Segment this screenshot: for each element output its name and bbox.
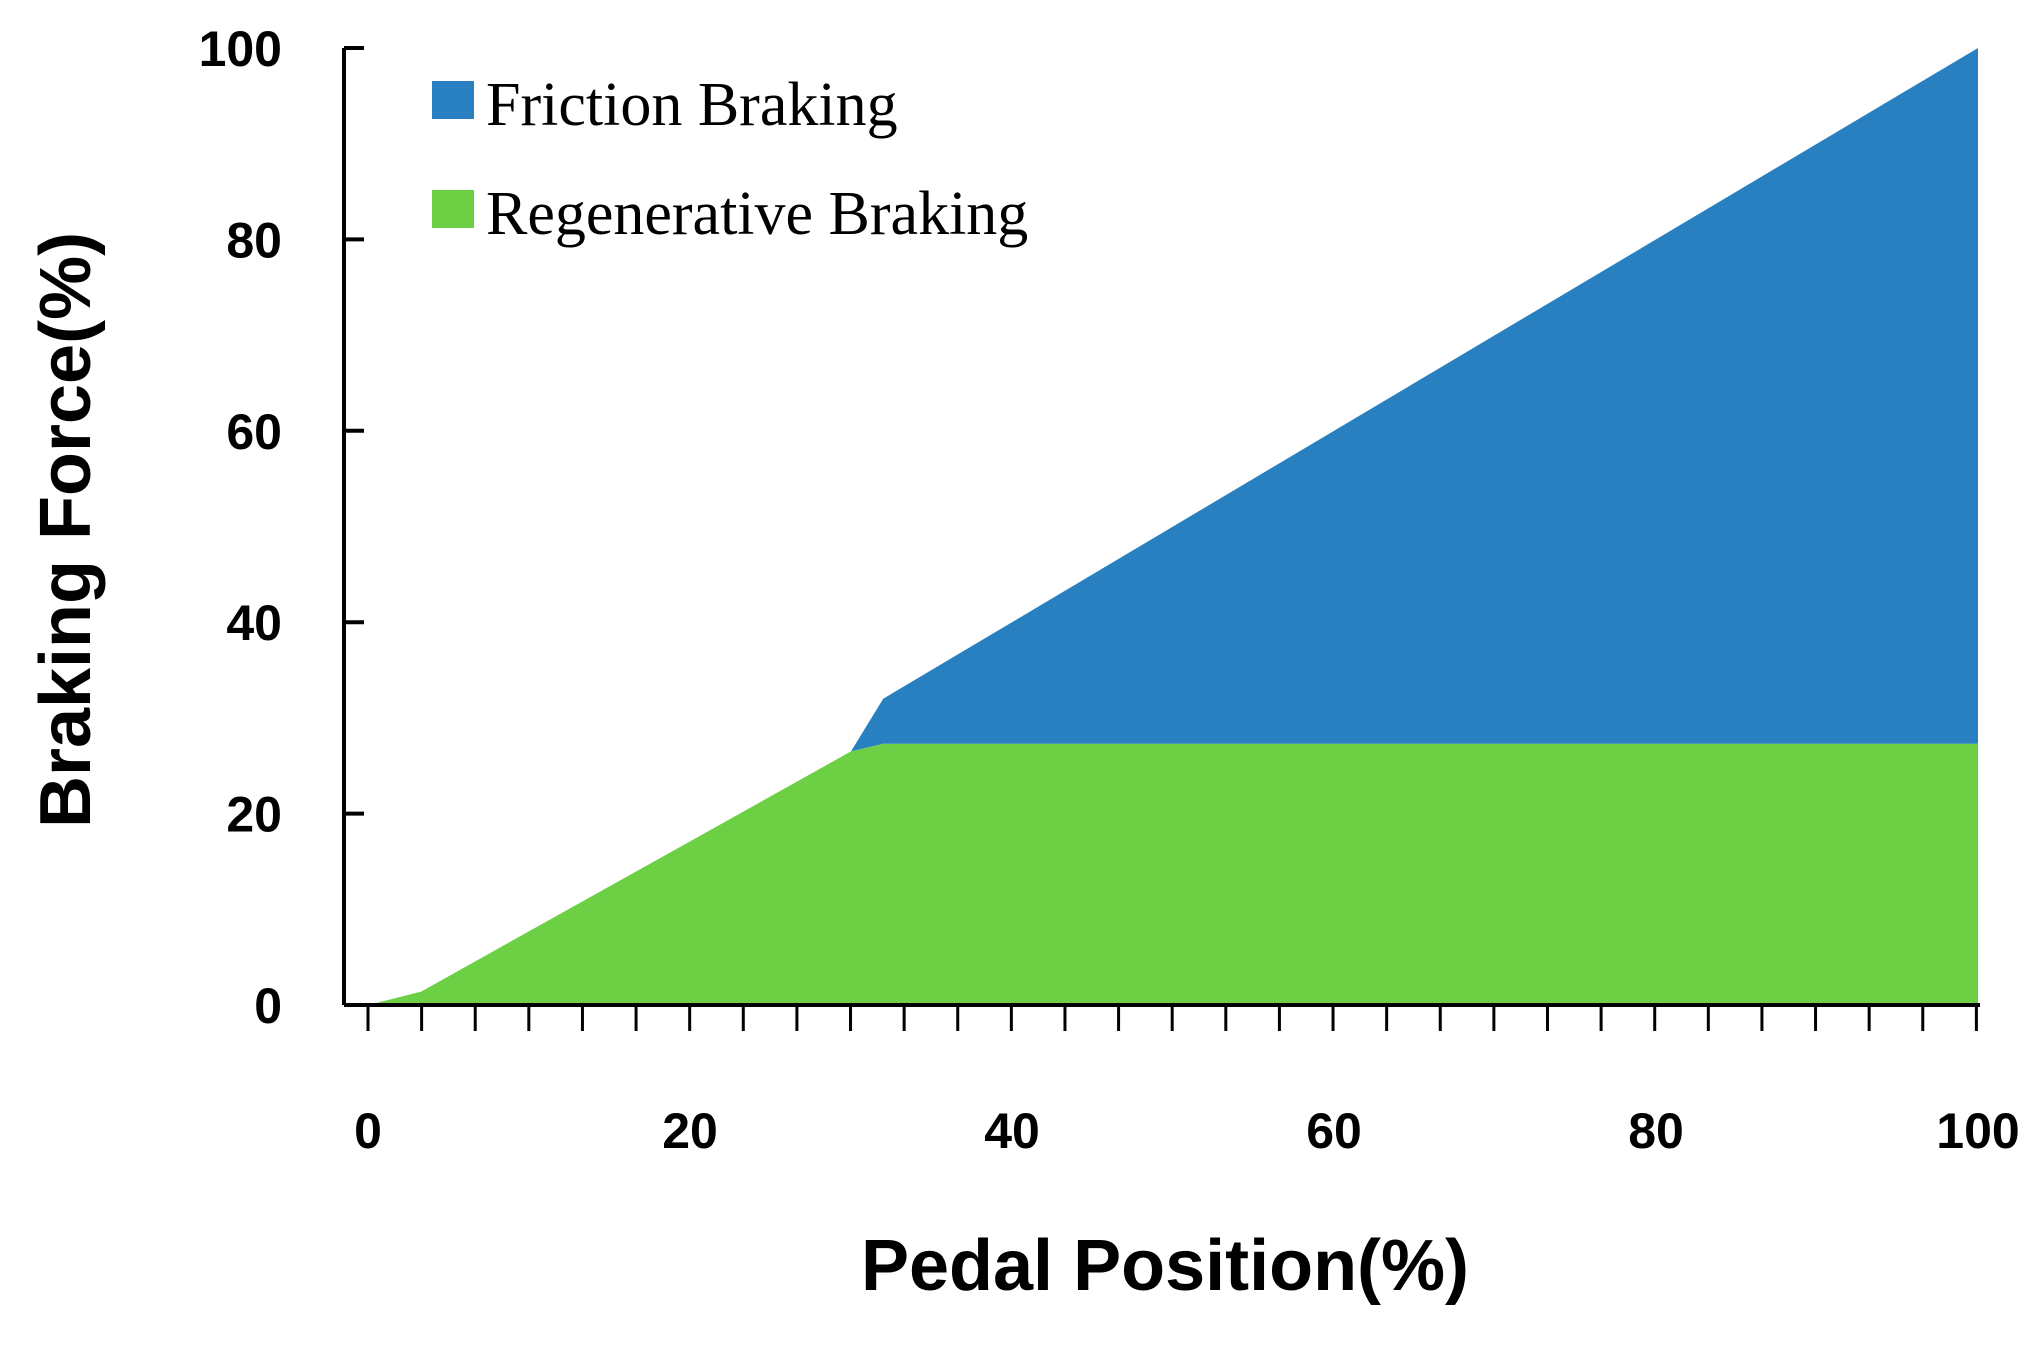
area-regenerative-braking [368,743,1978,1005]
legend-label: Friction Braking [486,71,898,139]
legend-item: Friction Braking [432,71,898,139]
x-tick-label: 60 [1306,1103,1362,1159]
x-axis-title: Pedal Position(%) [861,1226,1469,1306]
y-tick-label: 80 [226,212,282,268]
x-tick-label: 80 [1628,1103,1684,1159]
x-tick-label: 40 [984,1103,1040,1159]
y-tick-label: 0 [254,978,282,1034]
y-tick-label: 100 [199,21,282,77]
y-axis-title: Braking Force(%) [26,232,106,828]
tick-layer: 0 20 40 60 80 100 0 20 40 60 80 100 [199,21,2020,1159]
legend: Friction Braking Regenerative Braking [432,71,1028,248]
y-tick-label: 20 [226,787,282,843]
legend-item: Regenerative Braking [432,180,1028,248]
area-layer [368,48,1978,1005]
x-tick-label: 100 [1936,1103,2019,1159]
legend-label: Regenerative Braking [486,180,1028,248]
x-tick-label: 0 [354,1103,382,1159]
legend-swatch [432,81,474,119]
area-friction-braking [368,48,1978,1005]
y-tick-label: 40 [226,595,282,651]
legend-swatch [432,190,474,228]
y-tick-label: 60 [226,404,282,460]
x-tick-label: 20 [662,1103,718,1159]
